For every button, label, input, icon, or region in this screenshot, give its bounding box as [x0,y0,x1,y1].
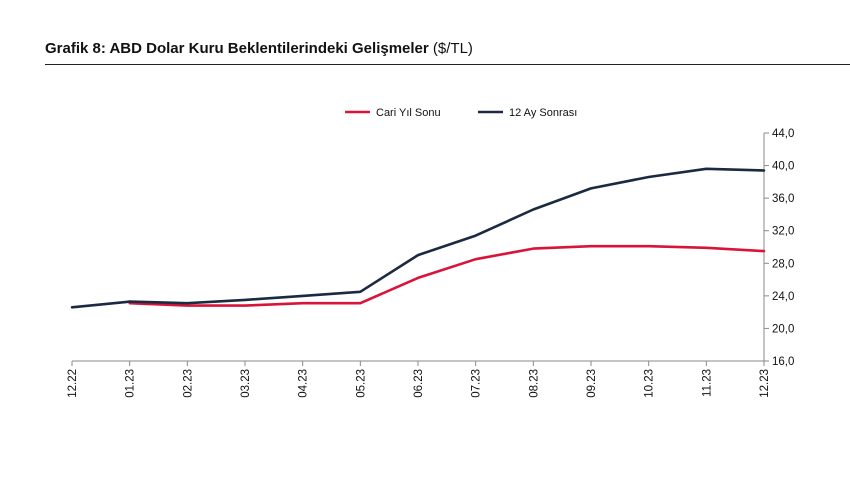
x-tick-label: 10.23 [644,369,656,398]
x-tick-label: 08.23 [528,369,540,398]
x-tick-label: 09.23 [586,369,598,398]
chart-title-unit: ($/TL) [432,40,473,57]
x-tick-label: 04.23 [298,369,310,398]
y-tick-label: 40,0 [772,161,794,173]
chart-axes: 12.22 01.23 02.23 03.23 04.23 05.23 06.23 07.23… [67,128,794,398]
chart-title: Grafik 8: ABD Dolar Kuru Beklentilerinde… [45,40,850,58]
title-divider [45,64,850,65]
y-tick-label: 20,0 [772,323,794,335]
y-tick-label: 24,0 [772,291,794,303]
x-tick-label: 03.23 [240,369,252,398]
series-line-1 [70,167,766,309]
x-tick-label: 07.23 [471,369,483,398]
y-tick-label: 32,0 [772,226,794,238]
x-tick-label: 12.23 [759,369,771,398]
x-tick-label: 05.23 [355,369,367,398]
series-line-0 [128,244,766,307]
x-tick-label: 11.23 [701,369,713,397]
y-tick-label: 28,0 [772,258,794,270]
y-tick-label: 36,0 [772,193,794,205]
x-tick-label: 02.23 [182,369,194,398]
chart-series [70,167,766,309]
chart-title-main: Grafik 8: ABD Dolar Kuru Beklentilerinde… [45,40,429,57]
y-tick-label: 44,0 [772,128,794,140]
y-tick-label: 16,0 [772,356,794,368]
x-tick-label: 12.22 [67,369,79,398]
legend-label-0: Cari Yıl Sonu [376,107,441,119]
x-tick-label: 01.23 [125,369,137,398]
x-tick-label: 06.23 [413,369,425,398]
legend-label-1: 12 Ay Sonrası [509,107,577,119]
chart-legend: Cari Yıl Sonu 12 Ay Sonrası [345,107,577,119]
